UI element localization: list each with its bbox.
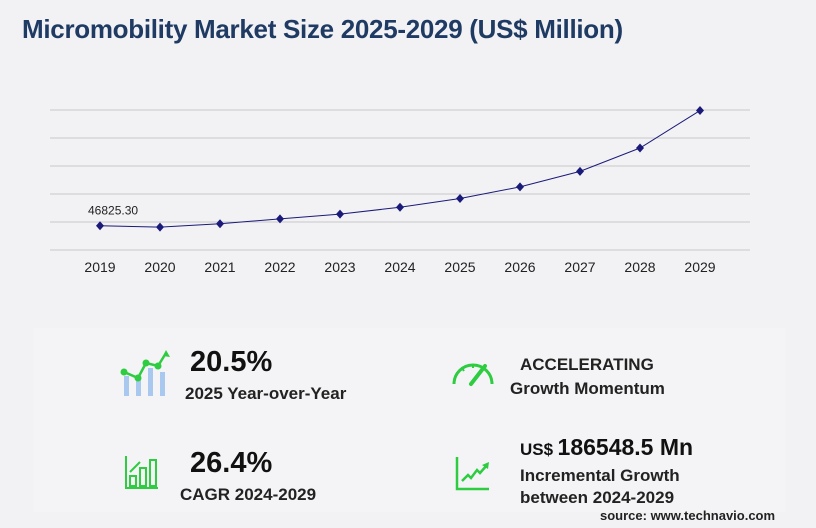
data-point-2027 xyxy=(576,166,584,176)
x-tick-label: 2020 xyxy=(144,259,175,275)
yoy-value: 20.5% xyxy=(190,346,273,378)
bar-chart-arrow-icon xyxy=(125,456,158,489)
bar-line-growth-icon xyxy=(120,350,170,396)
x-tick-label: 2024 xyxy=(384,259,415,275)
data-point-2024 xyxy=(396,202,404,212)
incremental-label-1: Incremental Growth xyxy=(520,466,680,485)
page-title: Micromobility Market Size 2025-2029 (US$… xyxy=(22,14,623,44)
incremental-value: 186548.5 Mn xyxy=(557,434,694,460)
x-tick-label: 2023 xyxy=(324,259,355,275)
data-point-2023 xyxy=(336,209,344,219)
x-tick-label: 2029 xyxy=(684,259,715,275)
data-point-2022 xyxy=(276,214,284,224)
line-chart: 2019 46825.30 2020 2021 2022 2023 2024 2025 2026… xyxy=(50,106,750,275)
x-tick-label: 2021 xyxy=(204,259,235,275)
source-note: source: www.technavio.com xyxy=(600,508,776,523)
data-point-2026 xyxy=(516,182,524,192)
incremental-label-2: between 2024-2029 xyxy=(520,488,675,507)
x-tick-label: 2025 xyxy=(444,259,475,275)
cagr-value: 26.4% xyxy=(190,447,273,479)
yoy-label: 2025 Year-over-Year xyxy=(185,384,347,403)
incremental-value-row: US$ 186548.5 Mn xyxy=(520,434,693,461)
data-point-2029 xyxy=(696,106,704,116)
data-label: 46825.30 xyxy=(88,204,138,218)
data-point-2021 xyxy=(216,219,224,229)
x-tick-label: 2026 xyxy=(504,259,535,275)
data-point-2019 xyxy=(96,221,104,231)
x-tick-label: 2028 xyxy=(624,259,655,275)
speedometer-icon xyxy=(452,363,494,386)
currency-prefix: US$ xyxy=(520,440,554,459)
x-tick-label: 2019 xyxy=(84,259,115,275)
x-tick-label: 2027 xyxy=(564,259,595,275)
trend-line-icon xyxy=(455,457,489,491)
x-tick-label: 2022 xyxy=(264,259,295,275)
data-point-2025 xyxy=(456,194,464,204)
stats-panel xyxy=(34,328,786,512)
data-point-2020 xyxy=(156,222,164,232)
data-point-2028 xyxy=(636,143,644,153)
momentum-value: ACCELERATING xyxy=(520,355,654,374)
cagr-label: CAGR 2024-2029 xyxy=(180,485,317,504)
momentum-label: Growth Momentum xyxy=(510,379,665,398)
